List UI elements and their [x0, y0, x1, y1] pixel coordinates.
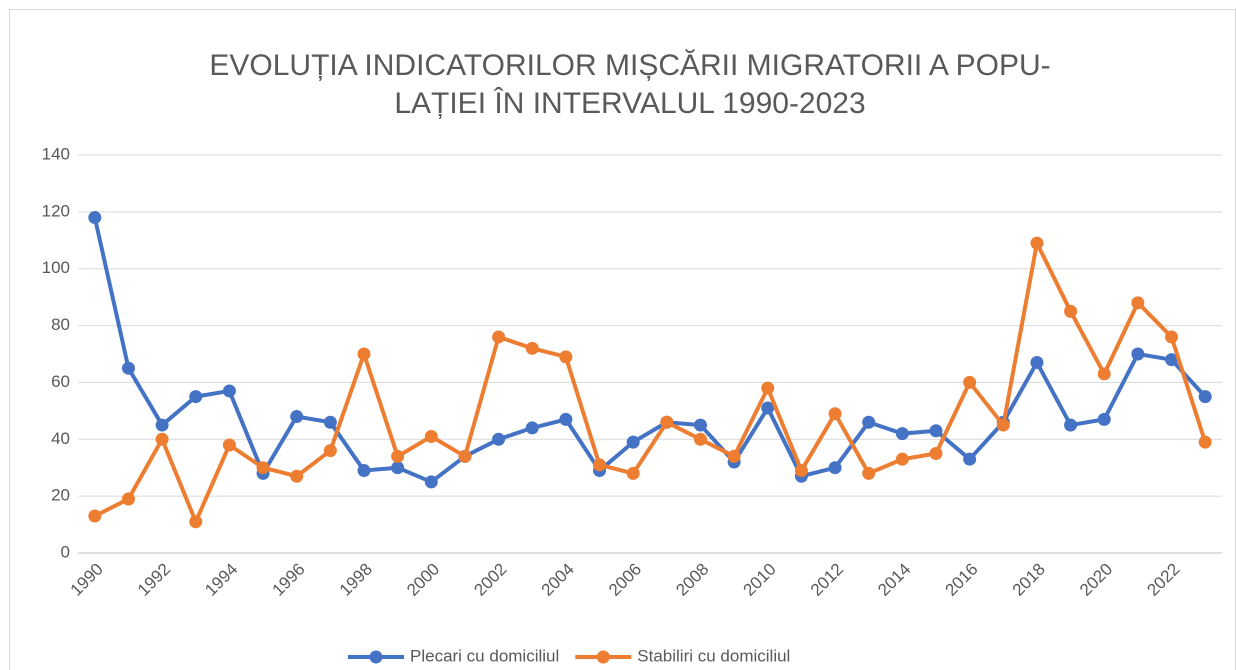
- y-tick-label: 20: [51, 486, 70, 505]
- data-point: [525, 341, 539, 355]
- y-tick-label: 120: [42, 201, 70, 220]
- data-point: [761, 381, 775, 395]
- data-point: [189, 390, 203, 404]
- data-point: [593, 458, 607, 472]
- data-point: [1064, 304, 1078, 318]
- data-point: [189, 515, 203, 529]
- legend-marker: [596, 650, 610, 664]
- data-point: [1131, 347, 1145, 361]
- data-point: [693, 418, 707, 432]
- chart-title: EVOLUȚIA INDICATORILOR MIȘCĂRII MIGRATOR…: [209, 49, 1050, 82]
- data-point: [222, 438, 236, 452]
- data-point: [323, 415, 337, 429]
- data-point: [862, 415, 876, 429]
- data-point: [693, 432, 707, 446]
- data-point: [290, 410, 304, 424]
- data-point: [828, 407, 842, 421]
- chart-title: LAȚIEI ÎN INTERVALUL 1990-2023: [394, 87, 865, 120]
- y-tick-label: 100: [42, 258, 70, 277]
- data-point: [626, 435, 640, 449]
- data-point: [121, 492, 135, 506]
- data-point: [492, 330, 506, 344]
- y-tick-label: 60: [51, 372, 70, 391]
- y-tick-label: 40: [51, 429, 70, 448]
- series-line: [92, 217, 1207, 484]
- data-point: [357, 464, 371, 478]
- data-point: [963, 452, 977, 466]
- data-point: [391, 461, 405, 475]
- data-point: [996, 418, 1010, 432]
- data-point: [963, 375, 977, 389]
- data-point: [1165, 330, 1179, 344]
- data-point: [1198, 435, 1212, 449]
- data-point: [929, 447, 943, 460]
- legend-label: Stabiliri cu domiciliul: [637, 646, 790, 665]
- data-point: [391, 449, 405, 463]
- data-point: [895, 452, 909, 466]
- data-point: [727, 449, 741, 463]
- data-point: [559, 350, 573, 364]
- data-point: [458, 449, 472, 463]
- data-point: [424, 475, 438, 489]
- data-point: [88, 509, 102, 523]
- data-point: [357, 347, 371, 361]
- data-point: [1198, 390, 1212, 404]
- y-tick-label: 140: [42, 144, 70, 163]
- data-point: [155, 432, 169, 446]
- data-point: [492, 432, 506, 446]
- data-point: [1030, 236, 1044, 250]
- data-point: [1097, 367, 1111, 381]
- y-tick-label: 80: [51, 315, 70, 334]
- data-point: [862, 466, 876, 480]
- y-tick-label: 0: [61, 542, 70, 561]
- data-point: [626, 466, 640, 480]
- data-point: [222, 384, 236, 398]
- data-point: [155, 418, 169, 432]
- data-point: [424, 429, 438, 443]
- legend-marker: [369, 650, 383, 664]
- chart-frame: [9, 9, 1236, 670]
- data-point: [88, 211, 102, 225]
- legend-label: Plecari cu domiciliul: [410, 646, 559, 665]
- data-point: [256, 461, 270, 475]
- data-point: [660, 415, 674, 429]
- data-point: [1131, 296, 1145, 310]
- data-point: [323, 444, 337, 458]
- data-point: [290, 469, 304, 483]
- data-point: [1165, 353, 1179, 367]
- data-point: [1064, 418, 1078, 432]
- data-point: [559, 412, 573, 426]
- data-point: [895, 427, 909, 441]
- data-point: [1097, 412, 1111, 426]
- series-line: [93, 241, 1208, 524]
- data-point: [761, 401, 775, 415]
- data-point: [525, 421, 539, 435]
- data-point: [121, 361, 135, 375]
- data-point: [794, 464, 808, 478]
- data-point: [828, 461, 842, 475]
- data-point: [1030, 356, 1044, 370]
- data-point: [929, 424, 943, 438]
